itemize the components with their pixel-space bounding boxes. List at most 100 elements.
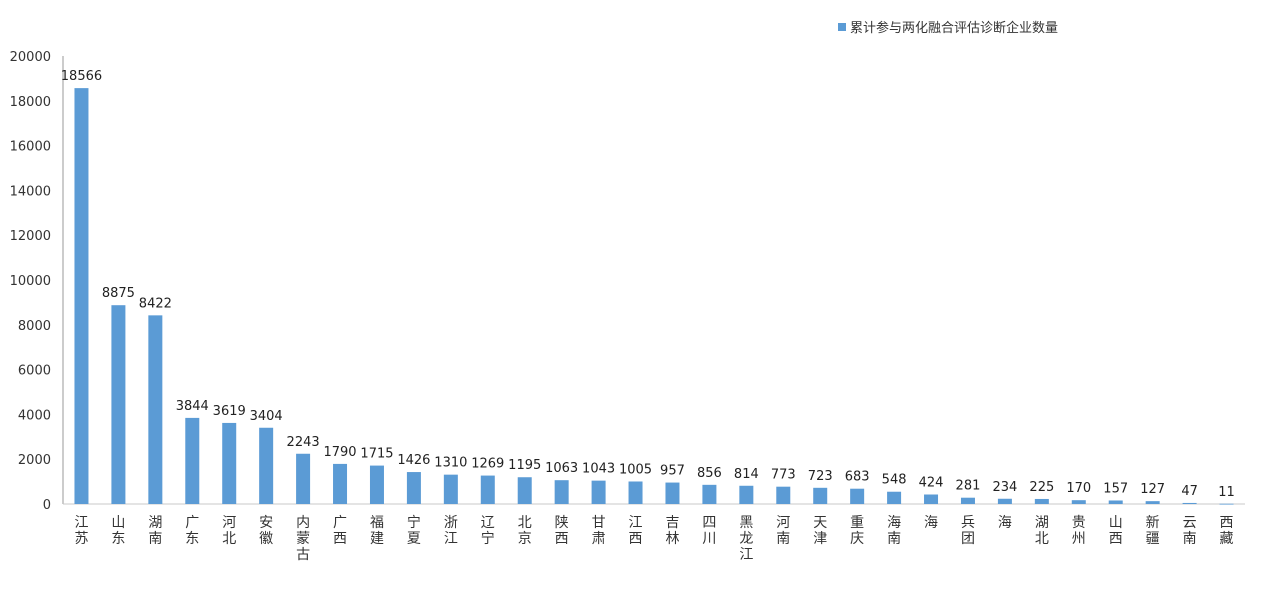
data-label: 3844 <box>176 399 209 414</box>
x-tick-label: 湖北 <box>1035 515 1049 547</box>
y-tick-label: 4000 <box>18 408 51 423</box>
y-tick-label: 0 <box>43 498 51 513</box>
x-tick-label: 江西 <box>629 515 643 547</box>
data-label: 1426 <box>397 453 430 468</box>
x-tick-label: 安徽 <box>259 515 273 547</box>
bar <box>369 465 384 504</box>
x-tick-label: 甘肃 <box>592 515 606 547</box>
x-tick-label: 内蒙古 <box>296 515 310 563</box>
x-tick-label: 浙江 <box>444 515 458 547</box>
bar <box>997 498 1012 504</box>
bar <box>739 485 754 504</box>
data-label: 1269 <box>471 457 504 472</box>
data-label: 814 <box>734 467 759 482</box>
bar <box>74 88 89 505</box>
x-tick-label: 四川 <box>702 515 716 547</box>
legend: 累计参与两化融合评估诊断企业数量 <box>838 20 1058 36</box>
x-tick-label: 海 <box>924 515 938 531</box>
data-label: 1310 <box>434 456 467 471</box>
data-label: 3619 <box>213 404 246 419</box>
y-tick-label: 18000 <box>10 95 51 110</box>
bar <box>185 417 200 504</box>
data-label: 1195 <box>508 458 541 473</box>
data-label: 47 <box>1181 484 1198 499</box>
data-label: 234 <box>992 480 1017 495</box>
bar <box>111 305 126 504</box>
x-tick-label: 山西 <box>1109 515 1123 547</box>
legend-label: 累计参与两化融合评估诊断企业数量 <box>850 20 1058 36</box>
bar <box>517 477 532 504</box>
bar <box>406 472 421 504</box>
data-label: 1005 <box>619 462 652 477</box>
data-label: 957 <box>660 464 685 479</box>
bar <box>554 480 569 504</box>
data-label: 18566 <box>61 69 102 84</box>
x-tick-label: 江苏 <box>74 515 88 547</box>
x-tick-label: 山东 <box>111 515 125 547</box>
data-label: 773 <box>771 468 796 483</box>
bar <box>924 494 939 504</box>
bar <box>960 497 975 504</box>
x-tick-label: 吉林 <box>665 515 679 547</box>
data-label: 225 <box>1029 480 1054 495</box>
bar <box>665 482 680 504</box>
data-label: 1790 <box>323 445 356 460</box>
bar <box>887 491 902 504</box>
data-label: 3404 <box>250 409 283 424</box>
bar <box>628 481 643 504</box>
x-tick-label: 北京 <box>518 515 532 547</box>
data-label: 11 <box>1218 485 1235 500</box>
x-tick-label: 重庆 <box>850 515 864 547</box>
data-label: 8422 <box>139 296 172 311</box>
x-tick-label: 贵州 <box>1072 515 1086 547</box>
x-tick-label: 宁夏 <box>407 514 421 547</box>
data-label: 683 <box>845 470 870 485</box>
x-tick-label: 湖南 <box>148 515 162 547</box>
y-axis: 0 2000 4000 6000 8000 10000 12000 14000 16000 180… <box>10 50 1245 513</box>
x-tick-label: 西藏 <box>1220 515 1234 547</box>
bar <box>776 486 791 504</box>
x-tick-label: 广西 <box>333 515 347 547</box>
bar <box>222 422 237 504</box>
x-tick-label: 广东 <box>185 515 199 547</box>
y-tick-label: 6000 <box>18 364 51 379</box>
x-tick-label: 辽宁 <box>481 515 495 547</box>
data-label: 8875 <box>102 286 135 301</box>
data-label: 424 <box>919 476 944 491</box>
y-tick-label: 20000 <box>10 50 51 65</box>
bars <box>74 88 1234 505</box>
x-tick-label: 兵团 <box>961 515 975 547</box>
bar <box>1108 500 1123 504</box>
data-label: 1043 <box>582 462 615 477</box>
bar <box>813 487 828 504</box>
x-tick-label: 新疆 <box>1146 515 1160 547</box>
x-tick-label: 陕西 <box>555 515 569 547</box>
y-tick-label: 8000 <box>18 319 51 334</box>
bar <box>591 480 606 504</box>
x-tick-label: 黑龙江 <box>739 515 753 563</box>
x-tick-label: 海南 <box>887 515 901 547</box>
data-label: 1715 <box>360 447 393 462</box>
bar <box>1145 501 1160 504</box>
y-tick-label: 10000 <box>10 274 51 289</box>
data-label: 127 <box>1140 482 1165 497</box>
y-tick-label: 16000 <box>10 140 51 155</box>
x-tick-label: 天津 <box>813 515 827 547</box>
bar <box>850 488 865 504</box>
bar <box>1034 498 1049 504</box>
x-tick-label: 河北 <box>222 515 236 547</box>
data-label: 723 <box>808 469 833 484</box>
y-tick-label: 14000 <box>10 184 51 199</box>
bar <box>1182 502 1197 504</box>
data-label: 856 <box>697 466 722 481</box>
data-label: 1063 <box>545 461 578 476</box>
x-tick-label: 云南 <box>1183 515 1197 547</box>
legend-swatch <box>838 23 846 31</box>
y-tick-label: 2000 <box>18 453 51 468</box>
bar <box>480 475 495 504</box>
data-label: 281 <box>956 479 981 494</box>
